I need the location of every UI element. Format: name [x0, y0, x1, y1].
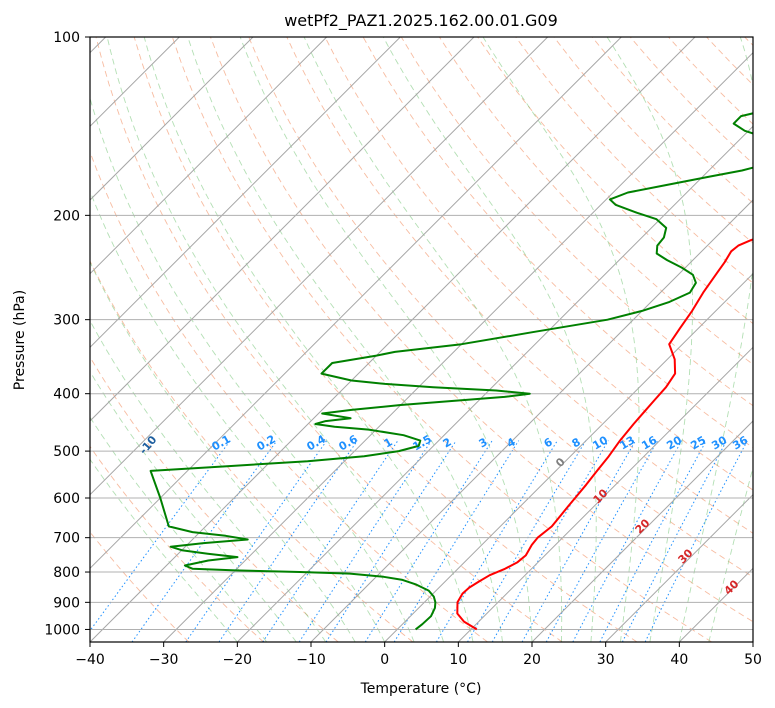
x-tick-label: 20 — [523, 652, 541, 668]
isotherm-line — [236, 125, 753, 642]
moist-adiabat-line — [90, 416, 268, 642]
dry-adiabat-line — [90, 259, 414, 642]
mixing-ratio-line — [572, 440, 683, 642]
x-tick-label: −40 — [75, 652, 105, 668]
dry-adiabat-line — [324, 37, 753, 491]
x-tick-label: −20 — [223, 652, 253, 668]
y-tick-label: 800 — [53, 565, 80, 581]
moist-adiabat-line — [90, 260, 356, 642]
isotherm-line — [310, 199, 753, 642]
x-tick-label: −10 — [296, 652, 326, 668]
moist-adiabat-line — [382, 37, 597, 642]
x-tick-label: −30 — [149, 652, 179, 668]
isotherm-line — [457, 346, 753, 642]
x-tick-label: 0 — [380, 652, 389, 668]
moist-adiabat-line — [678, 37, 753, 642]
mixing-ratio-line — [298, 440, 432, 642]
y-tick-label: 900 — [53, 595, 80, 611]
moist-adiabat-line — [90, 319, 327, 642]
y-axis-ticks: 100 200 300 400 500 600 700 800 900 1000 — [44, 30, 90, 638]
x-axis-ticks: −40 −30 −20 −10 0 10 20 30 40 50 — [75, 642, 762, 668]
mixing-ratio-line — [435, 440, 558, 642]
y-tick-label: 200 — [53, 208, 80, 224]
x-tick-label: 50 — [744, 652, 762, 668]
dewpoint-trace — [149, 112, 753, 631]
dry-adiabat-line — [133, 37, 638, 642]
dry-adiabat-line — [210, 37, 753, 623]
moist-adiabat-line — [303, 37, 563, 642]
mixing-ratio-line — [521, 440, 637, 642]
guide-lines — [90, 37, 753, 642]
mixing-ratio-line — [131, 440, 278, 642]
isotherm-line — [531, 420, 753, 642]
mixing-ratio-line — [491, 440, 609, 642]
isotherm-line — [384, 272, 753, 642]
y-tick-label: 100 — [53, 30, 80, 46]
moist-adiabat-line — [708, 465, 753, 642]
isotherm-line — [90, 37, 401, 349]
isotherm-line — [90, 37, 696, 642]
mixing-ratio-line — [545, 440, 659, 642]
dry-adiabat-line — [515, 37, 753, 284]
moist-adiabat-line — [90, 370, 297, 642]
moist-adiabat-line — [482, 37, 640, 642]
y-tick-label: 700 — [53, 531, 80, 547]
plot-frame — [89, 36, 754, 643]
dry-adiabat-line — [171, 37, 712, 642]
isotherm-line — [90, 37, 549, 496]
y-tick-label: 400 — [53, 387, 80, 403]
x-tick-label: 10 — [449, 652, 467, 668]
dry-adiabat-line — [90, 445, 264, 642]
y-axis-title: Pressure (hPa) — [12, 290, 28, 390]
dry-adiabat-line — [90, 356, 339, 642]
mixing-ratio-line — [644, 440, 748, 642]
moist-adiabat-line — [90, 458, 238, 642]
x-tick-label: 40 — [670, 652, 688, 668]
isotherm-line — [605, 493, 753, 642]
moist-adiabat-line — [187, 37, 503, 642]
x-axis-title: Temperature (°C) — [360, 681, 482, 697]
moist-adiabat-line — [143, 37, 474, 642]
moist-adiabat-line — [606, 37, 693, 642]
mixing-ratio-line — [325, 440, 457, 642]
moist-adiabat-line — [106, 37, 445, 642]
chart-title: wetPf2_PAZ1.2025.162.00.01.G09 — [284, 11, 558, 31]
dry-adiabat-line — [286, 37, 753, 534]
x-tick-label: 30 — [597, 652, 615, 668]
isotherm-line — [90, 37, 475, 422]
isotherm-line — [90, 37, 254, 201]
mixing-ratio-line — [90, 440, 231, 632]
isotherm-line — [90, 37, 622, 570]
y-tick-label: 500 — [53, 444, 80, 460]
isotherm-line — [90, 37, 328, 275]
dry-adiabat-line — [95, 37, 563, 642]
mixing-ratio-line — [364, 440, 493, 642]
grid-lines — [90, 37, 753, 642]
y-tick-label: 300 — [53, 313, 80, 329]
isotherm-line — [163, 51, 753, 642]
dry-adiabat-line — [248, 37, 753, 578]
moist-adiabat-line — [90, 190, 386, 642]
y-tick-label: 1000 — [44, 622, 80, 638]
mixing-ratio-line — [262, 440, 399, 642]
mixing-ratio-line — [467, 440, 587, 642]
profile-traces — [149, 112, 753, 631]
moist-adiabat-line — [239, 37, 533, 642]
mixing-ratio-line — [185, 440, 328, 642]
y-tick-label: 600 — [53, 491, 80, 507]
temperature-trace — [456, 238, 753, 631]
